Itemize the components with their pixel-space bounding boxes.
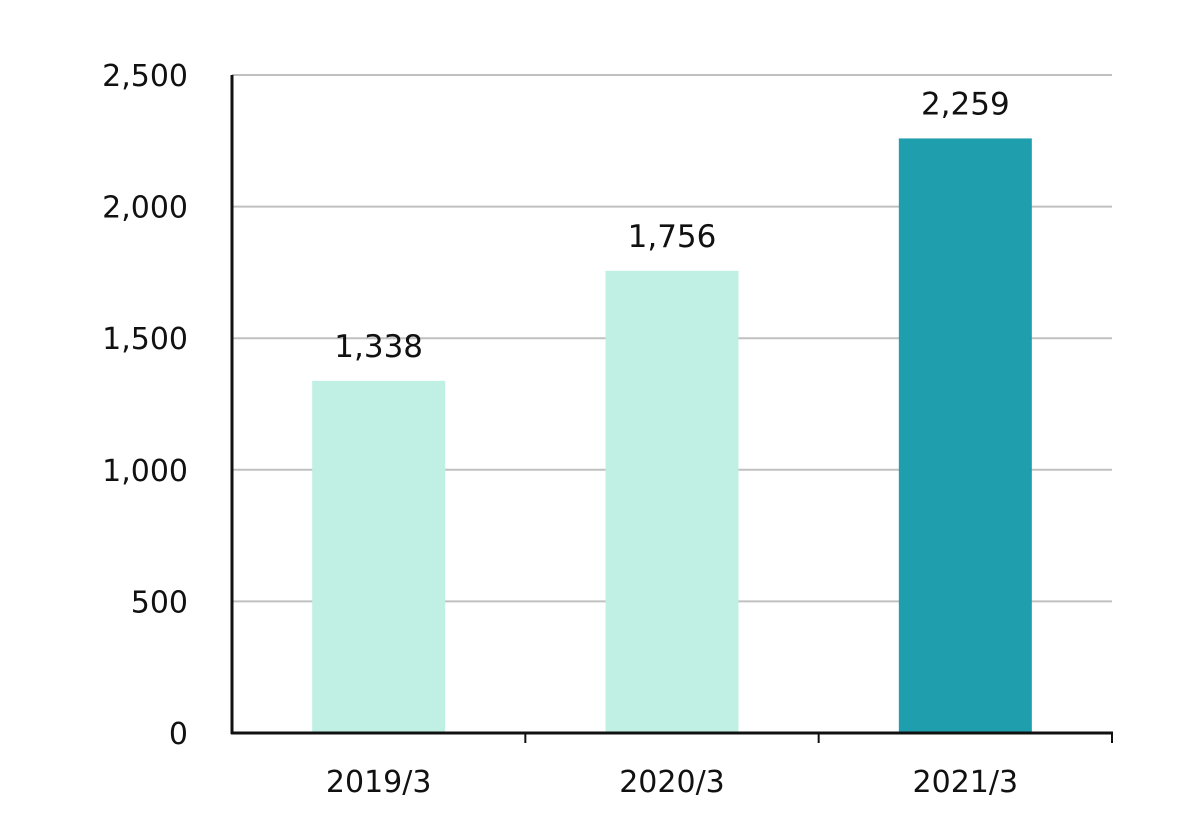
- bar-2020-3: [605, 270, 739, 733]
- y-tick-label: 2,000: [102, 191, 188, 226]
- y-tick-label: 1,500: [102, 322, 188, 357]
- y-tick-label: 0: [169, 717, 188, 752]
- y-tick-label: 1,000: [102, 454, 188, 489]
- x-tick-label: 2021/3: [913, 765, 1019, 800]
- labels: 0 500 1,000 1,500 2,000 2,500 1,338 2019/3 1,756…: [102, 59, 1018, 800]
- x-tick-label: 2019/3: [326, 765, 432, 800]
- bar-2019-3: [312, 380, 446, 733]
- y-tick-label: 2,500: [102, 59, 188, 94]
- x-tick-label: 2020/3: [619, 765, 725, 800]
- bars: [312, 138, 1032, 733]
- data-label: 1,338: [334, 329, 423, 365]
- data-label: 2,259: [921, 86, 1010, 122]
- data-label: 1,756: [628, 219, 717, 255]
- y-tick-label: 500: [131, 585, 188, 620]
- axes: [230, 75, 1113, 743]
- bar-2021-3: [898, 138, 1032, 733]
